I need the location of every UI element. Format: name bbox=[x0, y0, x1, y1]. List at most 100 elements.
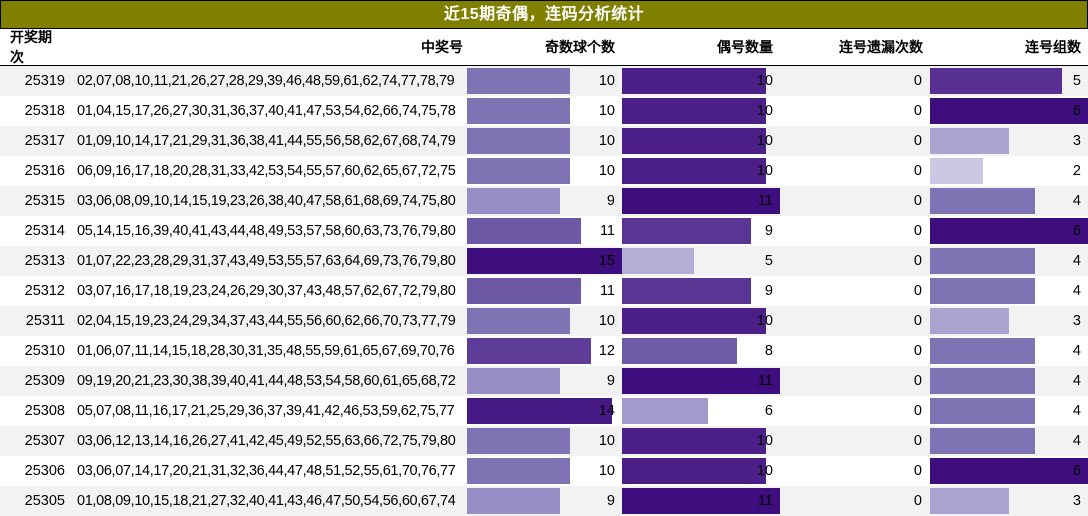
table-row: 25317 01,09,10,14,17,21,29,31,36,38,41,4… bbox=[0, 126, 1088, 156]
header-consecutive-miss: 连号遗漏次数 bbox=[839, 39, 923, 55]
consecutive-miss-cell: 0 bbox=[913, 463, 922, 479]
draw-period-cell: 25307 bbox=[24, 433, 65, 449]
consecutive-groups-cell: 3 bbox=[930, 486, 1088, 516]
odd-count-bar bbox=[467, 458, 571, 484]
even-count-value: 10 bbox=[756, 103, 773, 119]
consecutive-groups-bar bbox=[930, 338, 1036, 364]
odd-count-value: 10 bbox=[598, 163, 615, 179]
consecutive-miss-cell: 0 bbox=[913, 313, 922, 329]
consecutive-groups-value: 4 bbox=[1072, 343, 1081, 359]
table-row: 25313 01,07,22,23,28,29,31,37,43,49,53,5… bbox=[0, 246, 1088, 276]
consecutive-groups-value: 4 bbox=[1072, 403, 1081, 419]
consecutive-groups-bar bbox=[930, 398, 1036, 424]
odd-count-cell: 10 bbox=[467, 456, 622, 486]
even-count-cell: 6 bbox=[622, 396, 780, 426]
winning-numbers-cell: 03,06,12,13,14,16,26,27,41,42,45,49,52,5… bbox=[77, 433, 456, 449]
odd-count-value: 11 bbox=[599, 283, 615, 299]
even-count-bar bbox=[622, 248, 694, 274]
winning-numbers-cell: 01,04,15,17,26,27,30,31,36,37,40,41,47,5… bbox=[77, 103, 456, 119]
odd-count-bar bbox=[467, 128, 571, 154]
consecutive-groups-bar bbox=[930, 218, 1088, 244]
even-count-value: 10 bbox=[756, 463, 773, 479]
even-count-bar bbox=[622, 158, 766, 184]
odd-count-bar bbox=[467, 98, 571, 124]
even-count-bar bbox=[622, 188, 780, 214]
odd-count-value: 11 bbox=[599, 223, 615, 239]
winning-numbers-cell: 09,19,20,21,23,30,38,39,40,41,44,48,53,5… bbox=[77, 373, 456, 389]
even-count-bar bbox=[622, 458, 766, 484]
consecutive-groups-value: 3 bbox=[1072, 493, 1081, 509]
odd-count-cell: 9 bbox=[467, 486, 622, 516]
odd-count-cell: 10 bbox=[467, 96, 622, 126]
consecutive-miss-cell: 0 bbox=[913, 283, 922, 299]
even-count-value: 11 bbox=[757, 373, 773, 389]
even-count-value: 8 bbox=[764, 343, 773, 359]
consecutive-groups-value: 6 bbox=[1072, 223, 1081, 239]
odd-count-bar bbox=[467, 428, 571, 454]
odd-count-cell: 10 bbox=[467, 426, 622, 456]
even-count-value: 6 bbox=[764, 403, 773, 419]
consecutive-miss-cell: 0 bbox=[913, 493, 922, 509]
consecutive-groups-cell: 4 bbox=[930, 426, 1088, 456]
even-count-bar bbox=[622, 488, 780, 514]
table-header: 开奖期次 中奖号 奇数球个数 偶号数量 连号遗漏次数 连号组数 bbox=[0, 29, 1088, 66]
consecutive-groups-bar bbox=[930, 128, 1009, 154]
odd-count-value: 10 bbox=[598, 313, 615, 329]
even-count-bar bbox=[622, 398, 709, 424]
consecutive-groups-bar bbox=[930, 488, 1009, 514]
odd-count-value: 10 bbox=[598, 73, 615, 89]
table-title: 近15期奇偶，连码分析统计 bbox=[0, 0, 1088, 29]
even-count-cell: 11 bbox=[622, 186, 780, 216]
winning-numbers-cell: 02,04,15,19,23,24,29,34,37,43,44,55,56,6… bbox=[77, 313, 456, 329]
draw-period-cell: 25308 bbox=[24, 403, 65, 419]
consecutive-groups-bar bbox=[930, 278, 1036, 304]
consecutive-groups-cell: 4 bbox=[930, 246, 1088, 276]
consecutive-groups-cell: 6 bbox=[930, 216, 1088, 246]
odd-count-bar bbox=[467, 248, 622, 274]
even-count-cell: 10 bbox=[622, 66, 780, 96]
consecutive-miss-cell: 0 bbox=[913, 193, 922, 209]
consecutive-groups-value: 6 bbox=[1072, 463, 1081, 479]
odd-count-bar bbox=[467, 68, 571, 94]
draw-period-cell: 25312 bbox=[24, 283, 65, 299]
even-count-cell: 11 bbox=[622, 486, 780, 516]
consecutive-miss-cell: 0 bbox=[913, 343, 922, 359]
even-count-cell: 10 bbox=[622, 426, 780, 456]
odd-count-cell: 14 bbox=[467, 396, 622, 426]
draw-period-cell: 25310 bbox=[24, 343, 65, 359]
consecutive-groups-value: 5 bbox=[1072, 73, 1081, 89]
consecutive-groups-bar bbox=[930, 98, 1088, 124]
even-count-bar bbox=[622, 128, 766, 154]
odd-count-value: 15 bbox=[598, 253, 615, 269]
consecutive-miss-cell: 0 bbox=[913, 133, 922, 149]
odd-count-bar bbox=[467, 158, 571, 184]
odd-count-value: 9 bbox=[606, 493, 615, 509]
even-count-bar bbox=[622, 428, 766, 454]
winning-numbers-cell: 03,07,16,17,18,19,23,24,26,29,30,37,43,4… bbox=[77, 283, 456, 299]
consecutive-groups-cell: 2 bbox=[930, 156, 1088, 186]
winning-numbers-cell: 01,07,22,23,28,29,31,37,43,49,53,55,57,6… bbox=[77, 253, 456, 269]
odd-count-cell: 10 bbox=[467, 66, 622, 96]
consecutive-groups-cell: 6 bbox=[930, 96, 1088, 126]
even-count-value: 10 bbox=[756, 133, 773, 149]
even-count-value: 9 bbox=[764, 223, 773, 239]
winning-numbers-cell: 06,09,16,17,18,20,28,31,33,42,53,54,55,5… bbox=[77, 163, 456, 179]
winning-numbers-cell: 03,06,08,09,10,14,15,19,23,26,38,40,47,5… bbox=[77, 193, 456, 209]
consecutive-groups-value: 3 bbox=[1072, 133, 1081, 149]
consecutive-groups-bar bbox=[930, 188, 1036, 214]
consecutive-groups-cell: 5 bbox=[930, 66, 1088, 96]
table-row: 25315 03,06,08,09,10,14,15,19,23,26,38,4… bbox=[0, 186, 1088, 216]
header-consecutive-groups: 连号组数 bbox=[1025, 39, 1081, 55]
consecutive-groups-bar bbox=[930, 458, 1088, 484]
consecutive-groups-cell: 4 bbox=[930, 186, 1088, 216]
consecutive-miss-cell: 0 bbox=[913, 103, 922, 119]
table-row: 25318 01,04,15,17,26,27,30,31,36,37,40,4… bbox=[0, 96, 1088, 126]
consecutive-groups-cell: 3 bbox=[930, 306, 1088, 336]
odd-count-value: 10 bbox=[598, 433, 615, 449]
consecutive-groups-cell: 4 bbox=[930, 336, 1088, 366]
consecutive-groups-bar bbox=[930, 428, 1036, 454]
draw-period-cell: 25316 bbox=[24, 163, 65, 179]
even-count-value: 10 bbox=[756, 433, 773, 449]
even-count-value: 9 bbox=[764, 283, 773, 299]
